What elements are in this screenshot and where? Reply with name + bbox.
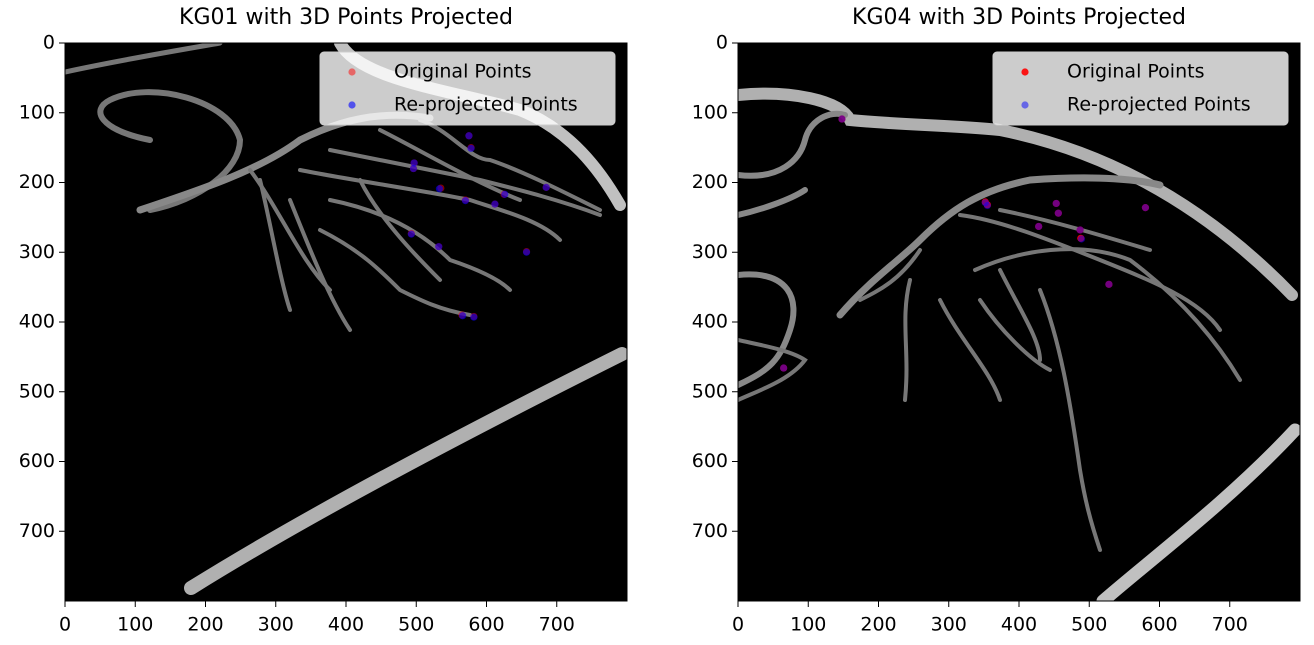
point (408, 231, 415, 238)
x-tick-label: 200 (860, 614, 896, 636)
y-tick-label: 700 (19, 520, 55, 542)
point (435, 243, 442, 250)
y-tick-label: 100 (19, 101, 55, 123)
point (1105, 281, 1112, 288)
legend-label: Re-projected Points (394, 94, 578, 116)
point (984, 202, 991, 209)
y-tick-label: 0 (43, 32, 55, 54)
point (462, 197, 469, 204)
point (523, 249, 530, 256)
point (465, 132, 472, 139)
figure: KG01 with 3D Points Projected 0 100 200 300 4… (0, 0, 1314, 641)
point (436, 185, 443, 192)
x-tick-label: 300 (931, 614, 967, 636)
x-tick-label: 500 (398, 614, 434, 636)
x-tick-label: 0 (732, 614, 744, 636)
point (1035, 223, 1042, 230)
x-tick-label: 100 (790, 614, 826, 636)
y-tick-label: 100 (692, 101, 728, 123)
x-tick-label: 100 (117, 614, 153, 636)
y-tick-label: 500 (692, 380, 728, 402)
chart-title: KG04 with 3D Points Projected (852, 5, 1186, 30)
y-tick-label: 300 (19, 241, 55, 263)
legend-marker (1021, 101, 1028, 108)
y-tick-label: 400 (692, 311, 728, 333)
x-tick-label: 700 (1212, 614, 1248, 636)
point (459, 312, 466, 319)
x-tick-label: 600 (468, 614, 504, 636)
x-tick-label: 200 (187, 614, 223, 636)
legend-marker (1021, 68, 1028, 75)
y-tick-label: 700 (692, 520, 728, 542)
point (470, 314, 477, 321)
x-tick-label: 300 (258, 614, 294, 636)
legend-label: Original Points (394, 61, 531, 83)
point (491, 201, 498, 208)
x-tick-label: 500 (1071, 614, 1107, 636)
point (543, 184, 550, 191)
y-tick-label: 200 (19, 171, 55, 193)
legend-marker (348, 101, 355, 108)
point (1142, 204, 1149, 211)
y-tick-label: 500 (19, 380, 55, 402)
point (1077, 226, 1084, 233)
chart-title: KG01 with 3D Points Projected (179, 5, 513, 30)
legend-marker (348, 68, 355, 75)
x-tick-label: 600 (1141, 614, 1177, 636)
point (467, 145, 474, 152)
y-tick-label: 0 (716, 32, 728, 54)
y-tick-label: 300 (692, 241, 728, 263)
legend-label: Original Points (1067, 61, 1204, 83)
point (1078, 235, 1085, 242)
point (780, 364, 787, 371)
point (501, 191, 508, 198)
x-tick-label: 700 (539, 614, 575, 636)
point (1055, 210, 1062, 217)
point (838, 115, 845, 122)
legend-label: Re-projected Points (1067, 94, 1251, 116)
y-tick-label: 600 (692, 450, 728, 472)
x-tick-label: 400 (1001, 614, 1037, 636)
x-tick-label: 0 (59, 614, 71, 636)
point (410, 165, 417, 172)
y-tick-label: 400 (19, 311, 55, 333)
y-tick-label: 600 (19, 450, 55, 472)
x-tick-label: 400 (328, 614, 364, 636)
point (1053, 200, 1060, 207)
y-tick-label: 200 (692, 171, 728, 193)
